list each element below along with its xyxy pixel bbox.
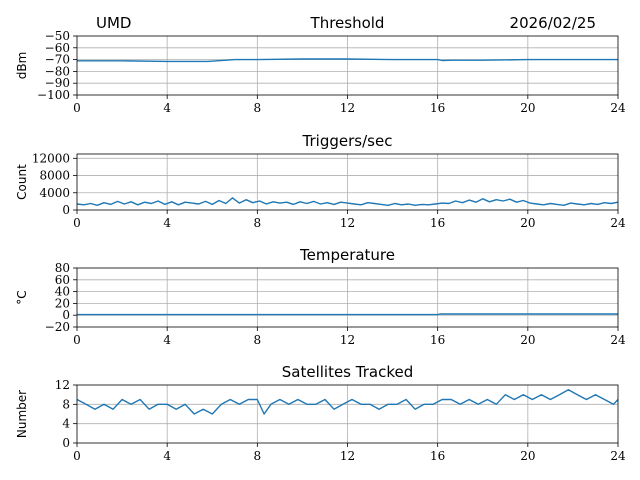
y-tick-label: 8000	[39, 169, 70, 183]
x-tick-label: 16	[430, 101, 445, 115]
panel-title: Threshold	[310, 14, 385, 32]
panel-2: 0 4 8 12 16 20 24 0 4000 8000 12000 Triggers/sec Cou…	[15, 132, 626, 230]
y-tick-label: 12000	[32, 151, 70, 165]
y-tick-label: −50	[45, 29, 70, 43]
x-tick-label: 24	[610, 216, 626, 230]
y-tick-label: −100	[37, 88, 70, 102]
series-line	[77, 58, 618, 63]
x-tick-label: 4	[163, 449, 171, 463]
x-tick-label: 0	[73, 216, 81, 230]
series-line	[76, 197, 619, 207]
x-tick-label: 16	[430, 333, 445, 347]
x-tick-label: 4	[163, 216, 171, 230]
y-tick-label: 80	[55, 261, 70, 275]
y-axis-label: Number	[15, 390, 29, 438]
x-tick-label: 16	[430, 216, 445, 230]
y-tick-label: −80	[45, 64, 70, 78]
x-tick-label: 16	[430, 449, 445, 463]
x-tick-label: 8	[254, 216, 262, 230]
x-tick-label: 4	[163, 101, 171, 115]
x-tick-label: 0	[73, 449, 81, 463]
x-tick-label: 12	[340, 333, 355, 347]
x-tick-label: 20	[520, 333, 535, 347]
y-tick-label: 12	[55, 378, 70, 392]
y-tick-label: 4	[62, 417, 70, 431]
date-label: 2026/02/25	[510, 14, 596, 32]
y-tick-label: −70	[45, 53, 70, 67]
panel-4: 0 4 8 12 16 20 24 0 4 8 12 Satellites Tracked Number	[15, 363, 626, 463]
y-axis-label: dBm	[15, 52, 29, 80]
y-axis-label: °C	[15, 290, 29, 304]
series-line	[76, 389, 619, 415]
x-tick-label: 20	[520, 216, 535, 230]
panel-1: 0 4 8 12 16 20 24 −100−90−80−70−60−50 Threshold d…	[15, 14, 626, 115]
y-axis-label: Count	[15, 164, 29, 200]
x-tick-label: 4	[163, 333, 171, 347]
x-tick-label: 12	[340, 101, 355, 115]
y-tick-label: 40	[55, 285, 70, 299]
x-tick-label: 24	[610, 449, 626, 463]
panel-title: Satellites Tracked	[282, 363, 413, 381]
y-tick-label: 0	[62, 308, 70, 322]
x-tick-label: 8	[254, 101, 262, 115]
x-tick-label: 0	[73, 333, 81, 347]
x-tick-label: 20	[520, 449, 535, 463]
x-tick-label: 8	[254, 333, 262, 347]
y-tick-label: 8	[62, 397, 70, 411]
panel-title: Temperature	[299, 246, 395, 264]
y-tick-label: 0	[62, 203, 70, 217]
y-tick-label: −60	[45, 41, 70, 55]
panels: 0 4 8 12 16 20 24 −100−90−80−70−60−50 Threshold d…	[15, 14, 626, 463]
x-tick-label: 24	[610, 101, 626, 115]
series-line	[77, 313, 618, 316]
x-tick-label: 20	[520, 101, 535, 115]
x-tick-label: 0	[73, 101, 81, 115]
x-tick-label: 24	[610, 333, 626, 347]
station-label: UMD	[96, 14, 131, 32]
y-tick-label: 20	[55, 296, 70, 310]
x-tick-label: 8	[254, 449, 262, 463]
y-tick-label: 0	[62, 436, 70, 450]
y-tick-label: −20	[45, 320, 70, 334]
x-tick-label: 12	[340, 216, 355, 230]
panel-title: Triggers/sec	[302, 132, 393, 150]
y-tick-label: 4000	[39, 186, 70, 200]
y-tick-label: 60	[55, 273, 70, 287]
y-tick-label: −90	[45, 76, 70, 90]
x-tick-label: 12	[340, 449, 355, 463]
